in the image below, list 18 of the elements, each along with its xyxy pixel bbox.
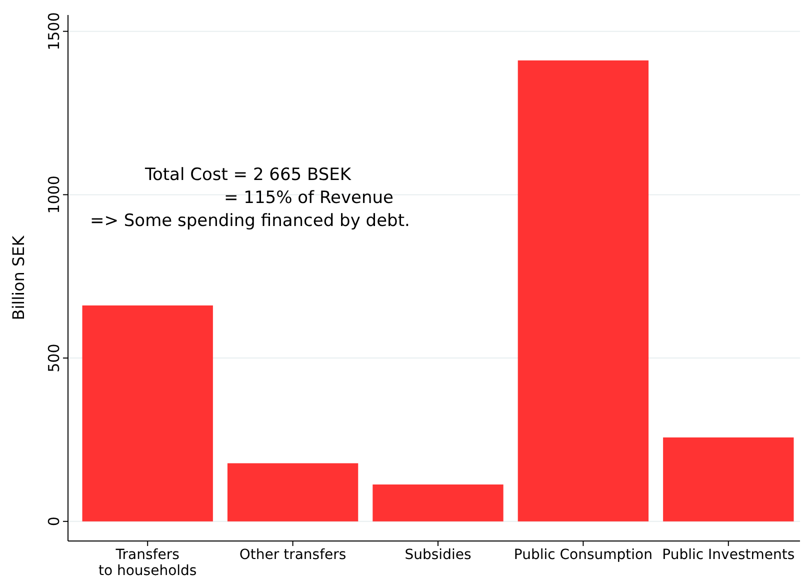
x-tick-label: Public Investments (662, 547, 795, 563)
x-tick-label: Transfers to households (98, 547, 197, 579)
annotation: => Some spending financed by debt. (90, 211, 410, 231)
y-axis-title: Billion SEK (9, 235, 28, 320)
bar (518, 60, 649, 522)
annotation: Total Cost = 2 665 BSEK (144, 165, 352, 185)
y-tick-label: 500 (45, 344, 63, 372)
y-tick-label: 1500 (45, 12, 63, 50)
bar (82, 305, 213, 522)
x-tick-label: Other transfers (239, 547, 346, 563)
bar (663, 437, 794, 522)
y-tick-label: 0 (45, 516, 63, 526)
annotation: = 115% of Revenue (224, 188, 394, 208)
y-tick-label: 1000 (45, 176, 63, 214)
bar (372, 484, 504, 522)
bar (227, 463, 358, 522)
x-tick-label: Public Consumption (514, 547, 653, 563)
x-tick-label: Subsidies (404, 547, 472, 563)
